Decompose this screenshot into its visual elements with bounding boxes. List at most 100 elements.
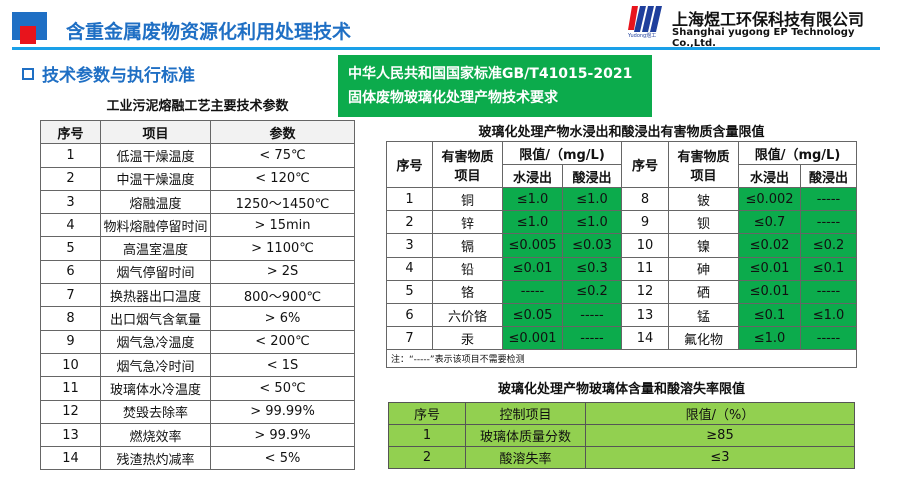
table-cell: 9 (621, 210, 669, 235)
table-cell: 10 (621, 233, 669, 258)
table-cell: ≥85 (585, 424, 855, 447)
glass-table: 序号 控制项目 限值/（%） 1 玻璃体质量分数 ≥85 2 酸溶失率 ≤3 (388, 402, 855, 469)
table-row: 4 铅 ≤0.01 ≤0.3 11 砷 ≤0.01 ≤0.1 (386, 256, 857, 281)
table-cell: 酸溶失率 (465, 446, 586, 469)
col-header: 有害物质项目 (432, 141, 503, 188)
table-cell: ≤1.0 (800, 302, 857, 328)
table-cell: ≤0.1 (800, 256, 857, 281)
table-cell: 铬 (432, 279, 503, 304)
table-cell: < 75℃ (210, 143, 355, 168)
col-header: 控制项目 (465, 402, 586, 425)
table-row: 3 镉 ≤0.005 ≤0.03 10 镍 ≤0.02 ≤0.2 (386, 233, 857, 258)
company-name-cn: 上海煜工环保科技有限公司 (672, 10, 865, 29)
table-cell: ----- (502, 279, 563, 304)
table-cell: < 5% (210, 446, 355, 471)
table-cell: ≤0.02 (738, 233, 801, 258)
table-cell: 2 (388, 446, 466, 469)
table-cell: 2 (386, 210, 433, 235)
table-cell: 高温室温度 (100, 236, 211, 261)
table-cell: ----- (562, 326, 622, 351)
table-cell: > 99.9% (210, 422, 355, 448)
company-logo-icon (628, 6, 662, 32)
table-cell: ≤0.005 (502, 233, 563, 258)
col-header: 酸浸出 (562, 164, 622, 188)
table-cell: ≤1.0 (562, 210, 622, 235)
table-row: 2 中温干燥温度 < 120℃ (40, 166, 355, 191)
params-table: 序号 项目 参数 1 低温干燥温度 < 75℃ 2 中温干燥温度 < 120℃ 3 熔融温度 1… (40, 119, 355, 471)
logo-red-square (20, 26, 36, 44)
table-cell: 焚毁去除率 (100, 399, 211, 424)
table-cell: ≤0.7 (738, 210, 801, 235)
table-row: 5 铬 ----- ≤0.2 12 硒 ≤0.01 ----- (386, 279, 857, 304)
table-row: 8 出口烟气含氧量 > 6% (40, 306, 355, 331)
table-cell: 3 (386, 233, 433, 258)
table-cell: 出口烟气含氧量 (100, 306, 211, 331)
header-divider (12, 47, 880, 50)
table-cell: 烟气急冷时间 (100, 352, 211, 378)
table-note: 注：“-----”表示该项目不需要检测 (386, 349, 857, 369)
table-cell: 8 (621, 186, 669, 212)
table-cell: 熔融温度 (100, 189, 211, 215)
col-header: 序号 (388, 402, 466, 425)
table-cell: 钡 (668, 210, 739, 235)
table-row: 1 铜 ≤1.0 ≤1.0 8 铍 ≤0.002 ----- (386, 186, 857, 212)
table-cell: 玻璃体水冷温度 (100, 376, 211, 401)
table-cell: 4 (40, 213, 101, 238)
table-cell: 12 (40, 399, 101, 424)
table-cell: 烟气停留时间 (100, 259, 211, 285)
table-cell: 1 (40, 143, 101, 168)
table-row: 1 低温干燥温度 < 75℃ (40, 143, 355, 168)
table-cell: 8 (40, 306, 101, 331)
table-row: 13 燃烧效率 > 99.9% (40, 422, 355, 448)
table-cell: ≤0.3 (562, 256, 622, 281)
table-cell: 14 (621, 326, 669, 351)
table-cell: < 1S (210, 352, 355, 378)
table-cell: 9 (40, 329, 101, 354)
table-cell: 2 (40, 166, 101, 191)
table-cell: ≤0.01 (738, 279, 801, 304)
table-row: 3 熔融温度 1250～1450℃ (40, 189, 355, 215)
table-cell: 6 (386, 302, 433, 328)
table-cell: ≤1.0 (562, 186, 622, 212)
standard-banner: 中华人民共和国国家标准GB/T41015-2021 固体废物玻璃化处理产物技术要… (338, 55, 652, 117)
table-cell: 7 (40, 283, 101, 308)
table-cell: 锌 (432, 210, 503, 235)
table-cell: 11 (40, 376, 101, 401)
table-cell: 中温干燥温度 (100, 166, 211, 191)
table-row: 14 残渣热灼减率 < 5% (40, 446, 355, 471)
table-cell: ≤0.03 (562, 233, 622, 258)
table-row: 6 烟气停留时间 > 2S (40, 259, 355, 285)
table-cell: 12 (621, 279, 669, 304)
table-cell: 7 (386, 326, 433, 351)
table-cell: 镉 (432, 233, 503, 258)
table-row: 7 汞 ≤0.001 ----- 14 氟化物 ≤1.0 ----- (386, 326, 857, 351)
logo-subtext: Yudong煜工 (628, 33, 657, 39)
table-cell: 低温干燥温度 (100, 143, 211, 168)
table-cell: ----- (800, 326, 857, 351)
table-cell: 10 (40, 352, 101, 378)
table-cell: 6 (40, 259, 101, 285)
company-name-en: Shanghai yugong EP Technology Co.,Ltd. (672, 27, 855, 49)
table-cell: 镍 (668, 233, 739, 258)
table-cell: 1 (386, 186, 433, 212)
table-cell: 3 (40, 189, 101, 215)
table-cell: ≤0.01 (738, 256, 801, 281)
table-cell: ----- (562, 302, 622, 328)
table-cell: 铍 (668, 186, 739, 212)
table-cell: ≤0.05 (502, 302, 563, 328)
table-cell: 烟气急冷温度 (100, 329, 211, 354)
table-cell: < 200℃ (210, 329, 355, 354)
table-cell: 锰 (668, 302, 739, 328)
table-cell: < 50℃ (210, 376, 355, 401)
section-heading-text: 技术参数与执行标准 (42, 66, 195, 86)
table-row: 12 焚毁去除率 > 99.99% (40, 399, 355, 424)
leach-caption: 玻璃化处理产物水浸出和酸浸出有害物质含量限值 (478, 125, 765, 140)
table-cell: 13 (40, 422, 101, 448)
table-row: 9 烟气急冷温度 < 200℃ (40, 329, 355, 354)
table-cell: ≤1.0 (502, 186, 563, 212)
table-row: 6 六价铬 ≤0.05 ----- 13 锰 ≤0.1 ≤1.0 (386, 302, 857, 328)
table-cell: 5 (386, 279, 433, 304)
table-cell: 13 (621, 302, 669, 328)
col-header: 参数 (210, 119, 355, 145)
table-cell: 物料熔融停留时间 (100, 213, 211, 238)
